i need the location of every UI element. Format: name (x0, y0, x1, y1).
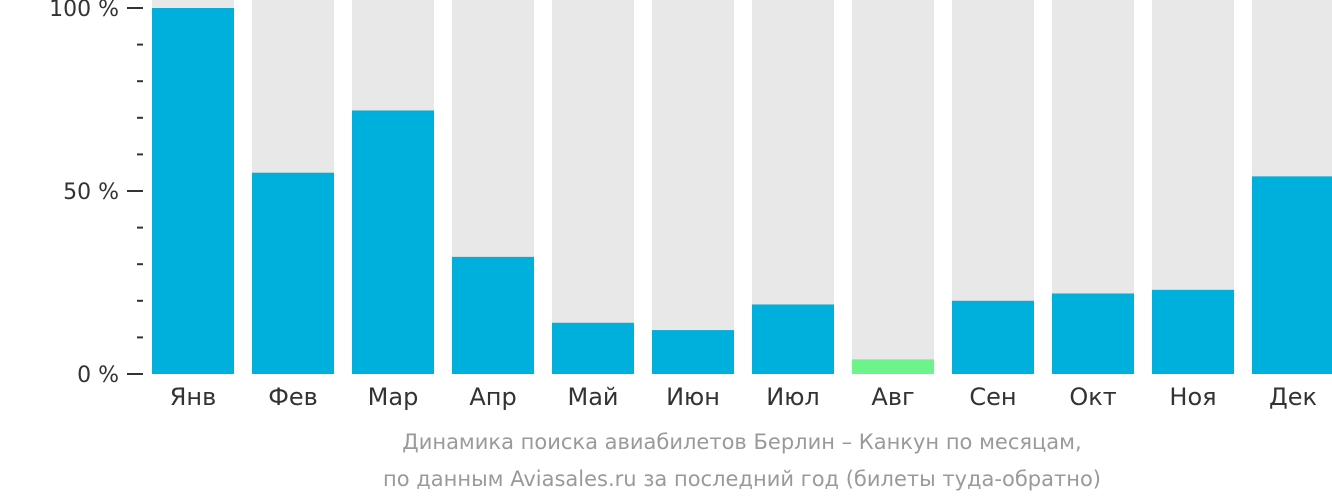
bar (652, 330, 734, 374)
bar-highlight (852, 359, 934, 374)
bar-track (652, 0, 734, 374)
y-tick-label: 0 % (77, 363, 119, 388)
bar (152, 8, 234, 374)
x-tick-label: Сен (969, 383, 1016, 411)
y-axis: 0 % 50 % 100 % (49, 0, 143, 388)
bars (152, 0, 1332, 374)
x-axis: Янв Фев Мар Апр Май Июн Июл Авг Сен Окт Ноя Дек (170, 383, 1317, 411)
x-tick-label: Фев (268, 383, 318, 411)
y-tick-label: 50 % (63, 180, 119, 205)
bar (1052, 293, 1134, 374)
bar (552, 322, 634, 374)
bar (352, 110, 434, 374)
bar (752, 304, 834, 374)
bar-chart: 0 % 50 % 100 % Янв Фев Мар Апр Май Июн Июл Авг Сен… (49, 0, 1332, 411)
x-tick-label: Апр (469, 383, 516, 411)
x-tick-label: Июл (766, 383, 820, 411)
bar-track (852, 0, 934, 374)
bar (1252, 176, 1332, 374)
bar (252, 172, 334, 374)
bar (952, 300, 1034, 374)
chart-caption-line-1: Динамика поиска авиабилетов Берлин – Кан… (402, 430, 1082, 454)
x-tick-label: Дек (1269, 383, 1317, 411)
bar (452, 256, 534, 374)
x-tick-label: Мар (368, 383, 419, 411)
chart-caption-line-2: по данным Aviasales.ru за последний год … (383, 467, 1101, 491)
bar (1152, 289, 1234, 374)
x-tick-label: Июн (666, 383, 720, 411)
x-tick-label: Ноя (1169, 383, 1216, 411)
x-tick-label: Окт (1069, 383, 1116, 411)
x-tick-label: Авг (871, 383, 914, 411)
x-tick-label: Май (567, 383, 618, 411)
bar-track (552, 0, 634, 374)
x-tick-label: Янв (170, 383, 217, 411)
y-tick-label: 100 % (49, 0, 119, 22)
